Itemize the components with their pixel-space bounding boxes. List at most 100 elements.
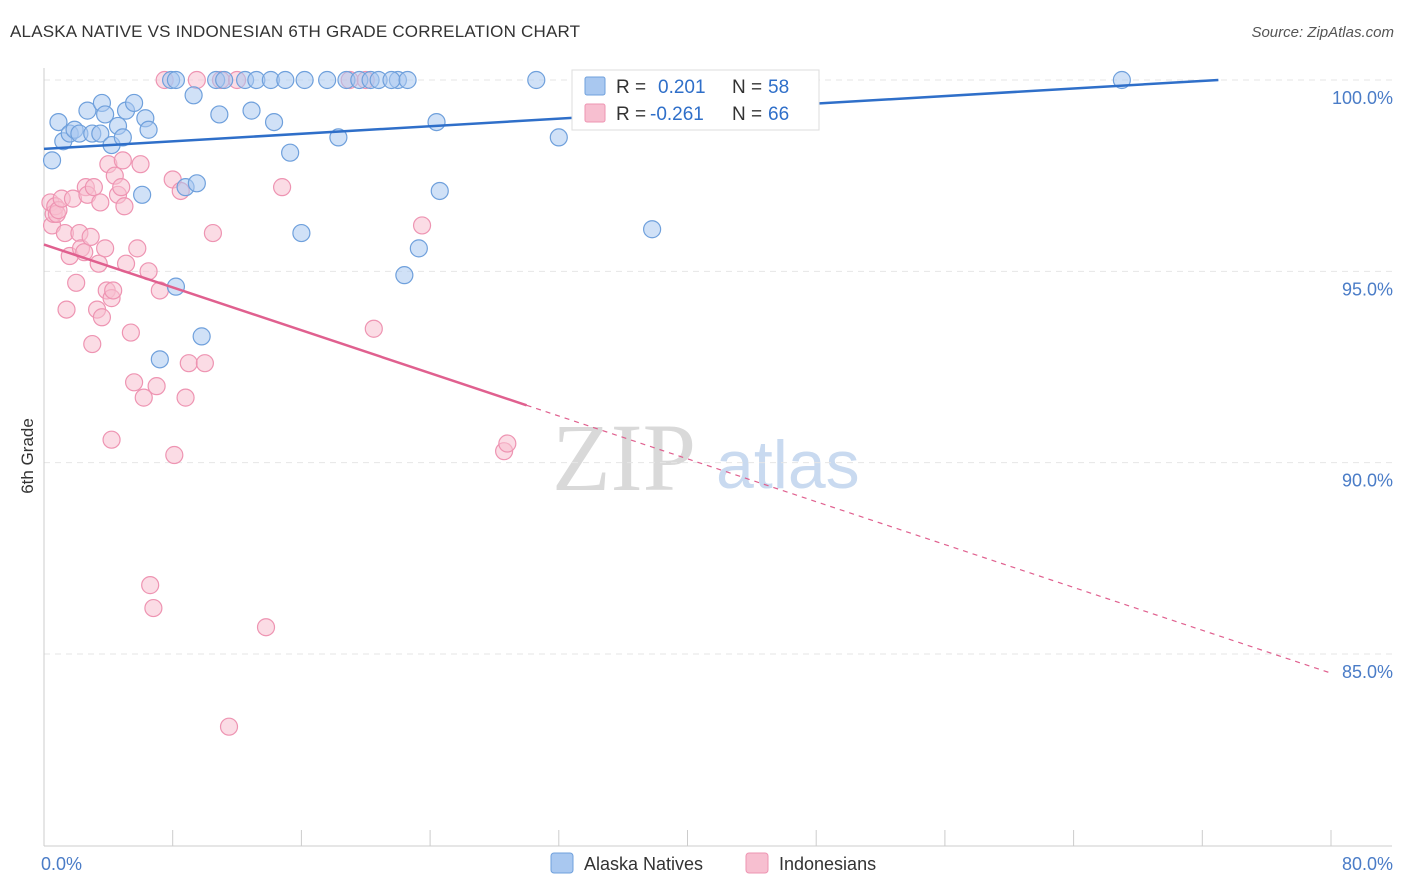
series2-n-label: N = <box>732 104 762 125</box>
indonesians-point <box>147 377 166 396</box>
series1-n-label: N = <box>732 77 762 98</box>
indonesians-point <box>364 319 383 338</box>
alaska-natives-point <box>318 70 337 90</box>
alaska-natives-point <box>96 105 115 124</box>
indonesians-point <box>165 445 184 465</box>
legend-alaska-natives-label: Alaska Natives <box>584 854 703 874</box>
trend-lines <box>43 78 1332 674</box>
alaska-natives-point <box>91 124 110 143</box>
alaska-natives-point <box>395 266 414 285</box>
y-tick-label: 90.0% <box>1342 471 1393 491</box>
alaska-natives-point <box>292 223 311 243</box>
chart-title: ALASKA NATIVE VS INDONESIAN 6TH GRADE CO… <box>10 22 581 41</box>
indonesians-point <box>115 197 134 216</box>
indonesians-point <box>498 434 517 453</box>
y-tick-label: 100.0% <box>1332 88 1393 108</box>
alaska-natives-point <box>281 143 300 162</box>
alaska-natives-point <box>210 105 229 124</box>
indonesians-point <box>96 239 115 258</box>
alaska-natives-point <box>527 70 546 90</box>
indonesians-point <box>124 373 144 392</box>
series1-r-label: R = <box>616 77 646 98</box>
indonesians-point <box>144 598 163 618</box>
alaska-natives-point <box>113 128 132 147</box>
series1-r-value: 0.201 <box>658 77 706 98</box>
alaska-natives-point <box>187 174 206 193</box>
series2-n-value: 66 <box>768 104 789 125</box>
indonesians-point <box>219 717 239 736</box>
alaska-natives-point <box>430 181 449 201</box>
indonesians-point <box>121 323 140 342</box>
alaska-natives-point <box>276 70 295 90</box>
alaska-natives-point <box>124 93 144 113</box>
legend-indonesians-label: Indonesians <box>779 854 876 874</box>
indonesians-trend-line <box>43 243 528 407</box>
alaska-natives-point <box>427 112 446 132</box>
indonesians-trend-line-extension <box>526 404 1332 674</box>
alaska-natives-point <box>329 128 348 147</box>
indonesians-point <box>176 388 195 407</box>
indonesians-point <box>92 308 112 327</box>
indonesians-point <box>91 193 110 212</box>
watermark-atlas: atlas <box>716 427 860 503</box>
indonesians-point <box>131 155 150 174</box>
alaska-natives-point <box>192 327 211 346</box>
indonesians-point <box>83 334 102 354</box>
alaska-natives-point <box>166 70 186 90</box>
legend-alaska-natives-swatch <box>550 852 574 874</box>
indonesians-point <box>113 151 132 170</box>
alaska-natives-point <box>133 185 152 204</box>
indonesians-point <box>104 281 123 300</box>
alaska-natives-point <box>382 70 401 90</box>
indonesians-point <box>102 430 121 449</box>
indonesians-point <box>112 178 131 197</box>
stats-legend: R = 0.201 N = 58 R = -0.261 N = 66 <box>571 69 820 131</box>
alaska-natives-point <box>78 101 97 120</box>
bottom-legend: Alaska Natives Indonesians <box>550 852 876 874</box>
indonesians-point <box>57 300 76 319</box>
indonesians-point <box>195 354 214 373</box>
indonesians-point <box>84 178 103 197</box>
indonesians-point <box>179 354 198 373</box>
indonesians-point <box>256 618 276 637</box>
legend-indonesians-swatch <box>745 852 769 874</box>
source-label: Source: ZipAtlas.com <box>1251 24 1394 41</box>
alaska-natives-point <box>643 220 662 239</box>
series2-r-value: -0.261 <box>650 104 704 125</box>
y-tick-label: 95.0% <box>1342 279 1393 299</box>
indonesians-points <box>41 70 517 736</box>
indonesians-point <box>187 70 206 90</box>
alaska-natives-point <box>139 120 158 139</box>
indonesians-point <box>67 273 86 292</box>
indonesians-point <box>141 576 160 595</box>
alaska-natives-point <box>295 70 314 90</box>
x-tick-label: 80.0% <box>1342 854 1393 874</box>
alaska-natives-point <box>398 70 417 90</box>
alaska-natives-point <box>42 151 62 170</box>
series1-n-value: 58 <box>768 77 789 98</box>
alaska-natives-point <box>549 128 568 147</box>
stats-legend-box <box>571 69 820 131</box>
indonesians-point <box>272 178 292 197</box>
alaska-natives-point <box>184 86 203 105</box>
alaska-natives-point <box>409 239 428 258</box>
x-tick-labels: 0.0% 80.0% <box>41 854 1393 874</box>
watermark-zip: ZIP <box>552 404 696 511</box>
y-axis-title: 6th Grade <box>18 418 37 494</box>
grid-lines <box>44 79 1392 655</box>
alaska-natives-swatch <box>584 76 606 96</box>
indonesians-point <box>81 227 100 246</box>
alaska-natives-point <box>150 350 169 369</box>
x-ticks <box>43 830 1332 846</box>
x-tick-label: 0.0% <box>41 854 82 874</box>
indonesians-point <box>412 216 432 235</box>
indonesians-point <box>128 239 147 258</box>
y-tick-label: 85.0% <box>1342 662 1393 682</box>
indonesians-point <box>134 388 153 407</box>
alaska-natives-point <box>215 70 234 90</box>
indonesians-swatch <box>584 103 606 123</box>
alaska-natives-point <box>242 101 261 120</box>
indonesians-point <box>203 223 223 243</box>
alaska-natives-point <box>49 112 68 132</box>
